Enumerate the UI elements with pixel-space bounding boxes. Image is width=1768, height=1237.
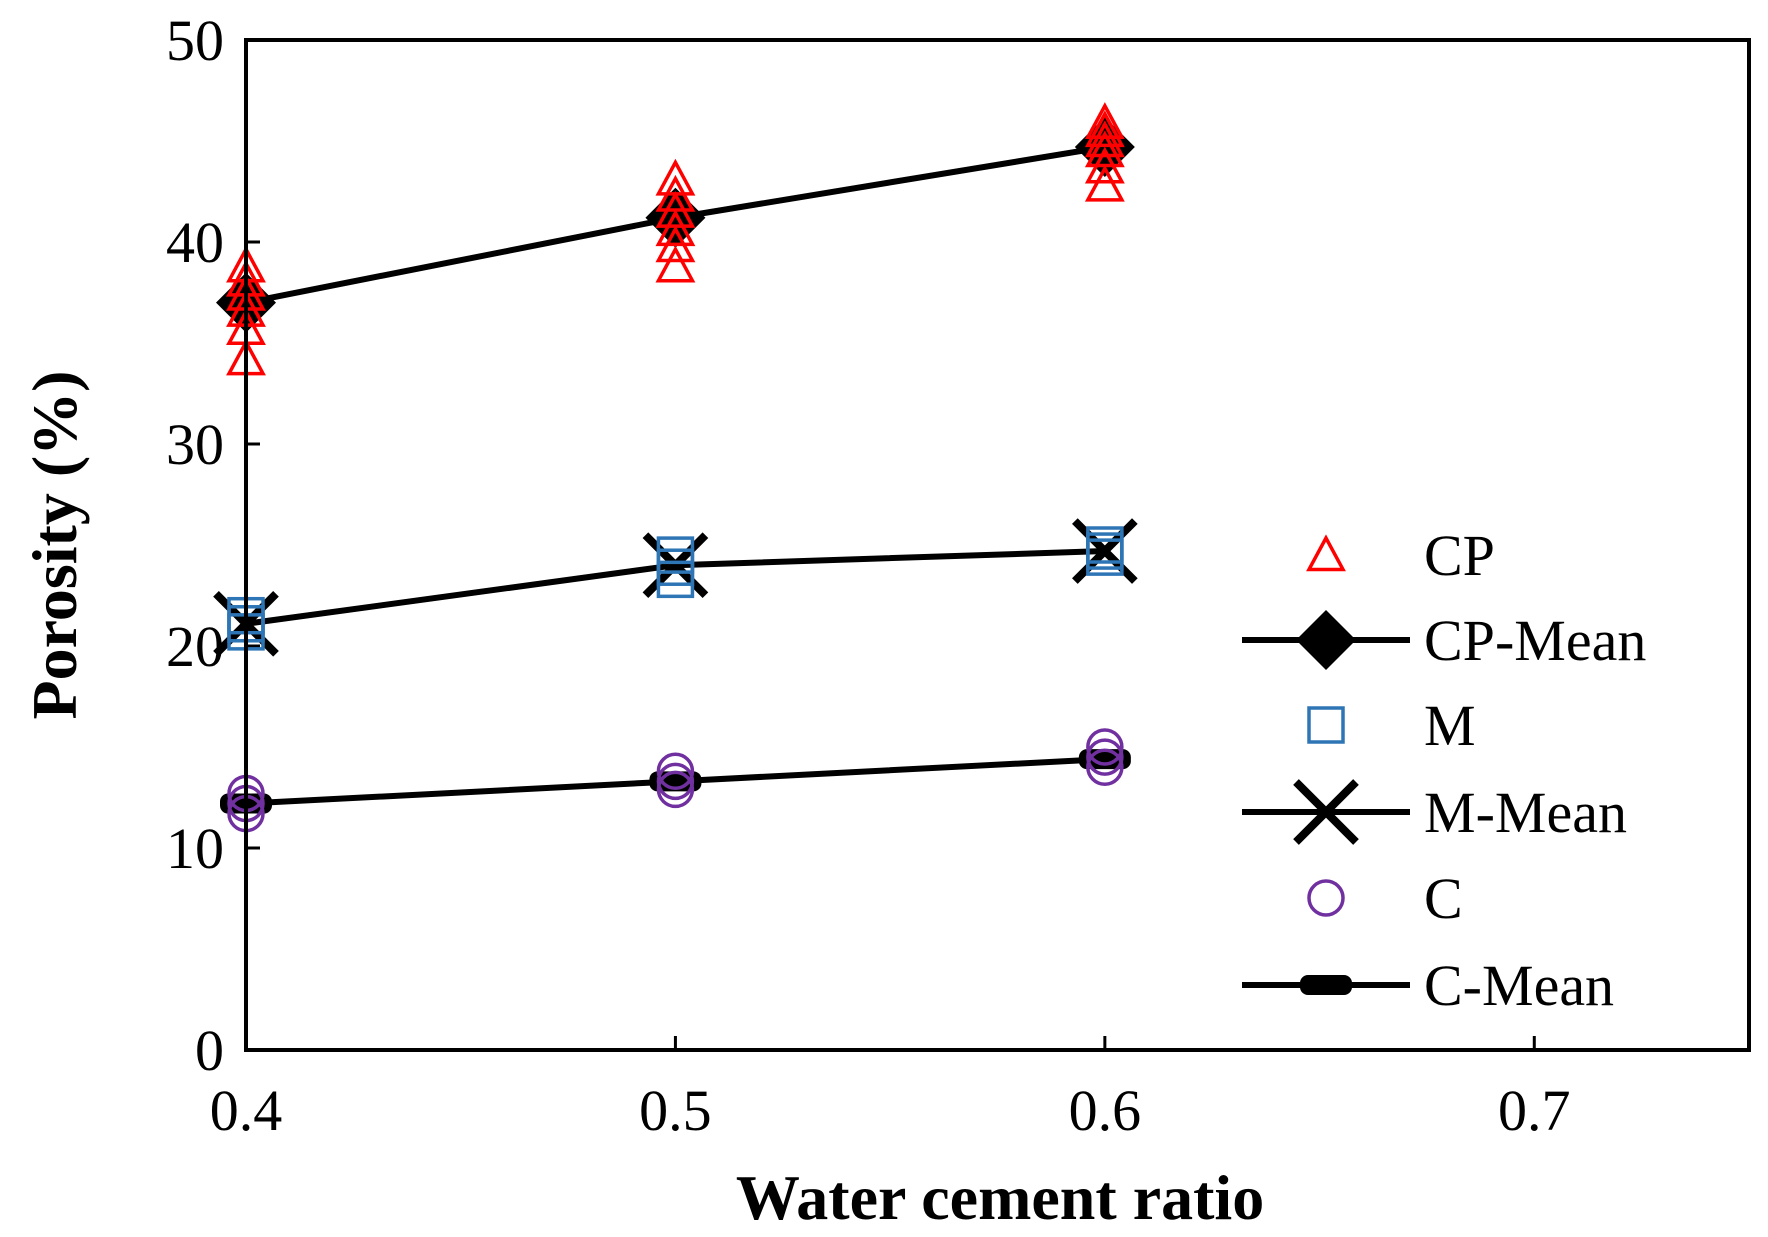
cp-point xyxy=(1084,120,1125,158)
legend-marker xyxy=(1307,879,1345,917)
cp-point xyxy=(655,245,696,283)
x-tick-label: 0.5 xyxy=(639,1078,712,1143)
legend-label: CP xyxy=(1424,523,1495,588)
x-tick-label: 0.7 xyxy=(1498,1078,1571,1143)
y-tick-label: 20 xyxy=(166,614,224,679)
legend-label: C-Mean xyxy=(1424,953,1614,1018)
legend-label: CP-Mean xyxy=(1424,608,1646,673)
legend-marker xyxy=(1296,610,1356,670)
legend-marker xyxy=(1293,779,1359,845)
cp-point xyxy=(1084,110,1125,148)
legend-item-m-mean: M-Mean xyxy=(1242,779,1627,845)
legend-label: M xyxy=(1424,693,1476,758)
m-point xyxy=(656,536,695,574)
y-tick-label: 30 xyxy=(166,412,224,477)
legend-item-c-mean: C-Mean xyxy=(1242,953,1614,1018)
legend-item-cp-mean: CP-Mean xyxy=(1242,608,1646,673)
c-point xyxy=(1086,738,1124,776)
legend-marker xyxy=(1300,975,1352,995)
c-point xyxy=(1086,728,1124,766)
x-tick-label: 0.6 xyxy=(1069,1078,1142,1143)
c-point xyxy=(656,752,695,790)
legend: CP CP-Mean M M-Mean C C-Mean xyxy=(1242,523,1646,1018)
legend-item-m: M xyxy=(1307,693,1476,758)
c-point xyxy=(656,762,695,801)
plot-frame xyxy=(244,38,1751,1052)
m-mean-point xyxy=(1072,518,1138,584)
y-tick-label: 10 xyxy=(166,816,224,881)
y-tick-label: 50 xyxy=(166,8,224,73)
m-mean-point xyxy=(642,532,709,599)
cp-point xyxy=(1084,164,1125,202)
cp-point xyxy=(655,209,696,247)
c-point xyxy=(1086,748,1124,786)
legend-marker xyxy=(1307,706,1345,744)
y-tick-label: 0 xyxy=(195,1018,224,1083)
y-tick-label: 40 xyxy=(166,210,224,275)
cp-point xyxy=(1084,130,1125,168)
y-axis-title: Porosity (%) xyxy=(19,371,90,720)
y-ticks: 0 10 20 30 40 50 xyxy=(166,8,260,1083)
legend-item-cp: CP xyxy=(1306,523,1495,588)
cp-point xyxy=(655,158,696,196)
series-cp xyxy=(226,102,1125,376)
c-point xyxy=(656,770,695,809)
x-tick-label: 0.4 xyxy=(210,1078,283,1143)
legend-marker xyxy=(1306,534,1346,572)
m-point xyxy=(1086,526,1124,564)
legend-item-c: C xyxy=(1307,866,1463,931)
x-ticks: 0.4 0.5 0.6 0.7 xyxy=(210,1036,1571,1143)
x-axis-title: Water cement ratio xyxy=(736,1162,1264,1233)
legend-label: C xyxy=(1424,866,1463,931)
cp-point xyxy=(1084,102,1125,140)
legend-label: M-Mean xyxy=(1424,780,1627,845)
